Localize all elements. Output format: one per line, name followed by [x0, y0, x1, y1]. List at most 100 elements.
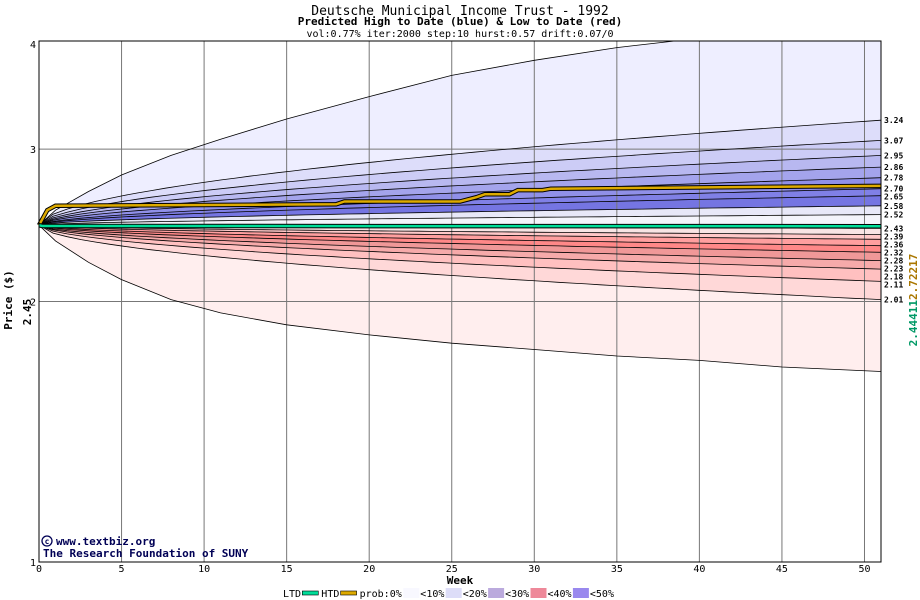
upper-prob-band	[39, 167, 881, 226]
end-value-label: 2.86	[884, 163, 903, 172]
y-tick-label: 3	[30, 145, 36, 156]
quantile-line	[38, 224, 882, 372]
right-label-high-value: 2.72217	[907, 254, 920, 300]
legend: LTD HTD prob:0% <10% <20% <30% <40% <50%	[283, 588, 614, 600]
legend-label: <50%	[590, 589, 614, 600]
x-tick-label: 30	[528, 564, 540, 575]
end-value-label: 2.65	[884, 193, 903, 202]
upper-prob-band	[39, 120, 881, 226]
quantile-line	[38, 224, 882, 282]
legend-label: prob:0%	[360, 589, 402, 600]
lower-prob-band	[39, 225, 881, 270]
end-value-label: 2.32	[884, 248, 903, 257]
legend-label: <40%	[548, 589, 572, 600]
legend-label: <30%	[505, 589, 529, 600]
copyright-icon	[41, 535, 53, 547]
legend-swatch	[445, 588, 462, 598]
end-value-label: 2.78	[884, 174, 903, 183]
quantile-line	[38, 195, 882, 226]
y-tick-label: 1	[30, 558, 36, 569]
end-value-label: 2.36	[884, 240, 903, 249]
credit-organization: The Research Foundation of SUNY	[43, 547, 249, 560]
plot-area: 0 5 10 15 20 25 30 35 40 45 50 1 2 3 4 3.24 3.07 2.95 2.86…	[30, 40, 903, 575]
upper-prob-band	[39, 41, 881, 226]
x-tick-label: 20	[363, 564, 375, 575]
end-value-label: 2.95	[884, 151, 903, 160]
x-axis-label: Week	[447, 574, 474, 587]
quantile-line	[38, 224, 882, 240]
lower-prob-band	[39, 225, 881, 240]
end-value-label: 2.39	[884, 232, 903, 241]
x-tick-label: 45	[776, 564, 788, 575]
quantile-line	[38, 224, 882, 261]
upper-prob-band	[39, 188, 881, 226]
lower-prob-band	[39, 225, 881, 300]
lower-prob-band	[39, 225, 881, 246]
quantile-line	[38, 205, 882, 226]
legend-swatch	[488, 588, 505, 598]
legend-label: <10%	[420, 589, 444, 600]
x-tick-label: 25	[446, 564, 458, 575]
x-tick-label: 0	[36, 564, 42, 575]
upper-prob-band	[39, 140, 881, 226]
quantile-line	[38, 224, 882, 247]
chart-title: Deutsche Municipal Income Trust - 1992	[311, 4, 608, 19]
htd-line	[37, 184, 882, 226]
legend-label: <20%	[463, 589, 487, 600]
x-tick-label: 50	[858, 564, 870, 575]
end-value-label: 2.52	[884, 211, 903, 220]
legend-swatch	[530, 588, 547, 598]
end-value-label: 2.43	[884, 224, 903, 233]
end-value-label: 2.70	[884, 185, 903, 194]
legend-swatch	[301, 590, 319, 596]
y-tick-label: 4	[30, 40, 36, 51]
lower-prob-band	[39, 225, 881, 282]
upper-prob-band	[39, 155, 881, 226]
y-tick-label: 2	[30, 298, 36, 309]
quantile-line	[38, 40, 881, 226]
legend-swatch	[403, 588, 420, 598]
quantile-line	[38, 177, 882, 226]
chart-subtitle: Predicted High to Date (blue) & Low to D…	[298, 15, 623, 28]
lower-prob-band	[39, 225, 881, 261]
chart-params: vol:0.77% iter:2000 step:10 hurst:0.57 d…	[306, 29, 613, 40]
quantile-line	[38, 224, 882, 253]
legend-swatch	[340, 590, 357, 596]
quantile-line	[38, 214, 882, 226]
legend-label: HTD	[321, 589, 339, 600]
upper-prob-band	[39, 195, 881, 226]
end-value-label: 2.23	[884, 264, 903, 273]
legend-label: LTD	[283, 589, 301, 600]
quantile-line	[38, 140, 882, 226]
right-label-low-value: 2.44411	[907, 300, 920, 347]
x-tick-label: 5	[119, 564, 125, 575]
lower-prob-band	[39, 225, 881, 253]
credits: c www.textbiz.org The Research Foundatio…	[41, 535, 249, 560]
ltd-line	[38, 223, 882, 228]
quantile-line	[38, 224, 881, 235]
end-value-label: 2.28	[884, 256, 903, 265]
copyright-icon-c: c	[45, 537, 50, 546]
quantile-line	[38, 119, 882, 226]
end-value-label: 3.24	[884, 116, 903, 125]
end-value-label: 2.11	[884, 280, 903, 289]
credit-website[interactable]: www.textbiz.org	[56, 535, 155, 548]
end-value-label: 3.07	[884, 136, 903, 145]
x-tick-label: 10	[198, 564, 210, 575]
x-tick-label: 35	[611, 564, 623, 575]
end-value-label: 2.18	[884, 272, 903, 281]
legend-swatch	[572, 588, 589, 598]
x-tick-label: 40	[693, 564, 705, 575]
start-price-label: 2.45	[21, 299, 34, 326]
end-value-label: 2.58	[884, 202, 903, 211]
quantile-line	[38, 155, 882, 226]
upper-prob-band	[39, 205, 881, 226]
end-value-label: 2.01	[884, 296, 903, 305]
plot-frame	[38, 40, 882, 563]
lower-prob-band	[39, 225, 881, 372]
y-axis-label: Price ($)	[2, 270, 15, 330]
x-tick-label: 15	[281, 564, 293, 575]
quantile-line	[38, 224, 882, 270]
quantile-line	[38, 224, 882, 300]
